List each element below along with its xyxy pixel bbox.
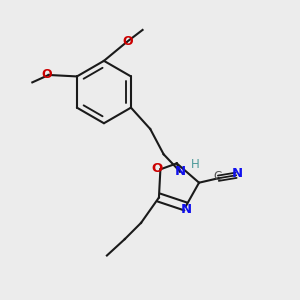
Text: C: C [214, 170, 222, 183]
Text: H: H [191, 158, 200, 171]
Text: N: N [174, 165, 186, 178]
Text: O: O [42, 68, 52, 82]
Text: N: N [181, 203, 192, 216]
Text: N: N [232, 167, 243, 180]
Text: O: O [122, 35, 133, 48]
Text: O: O [151, 162, 163, 175]
